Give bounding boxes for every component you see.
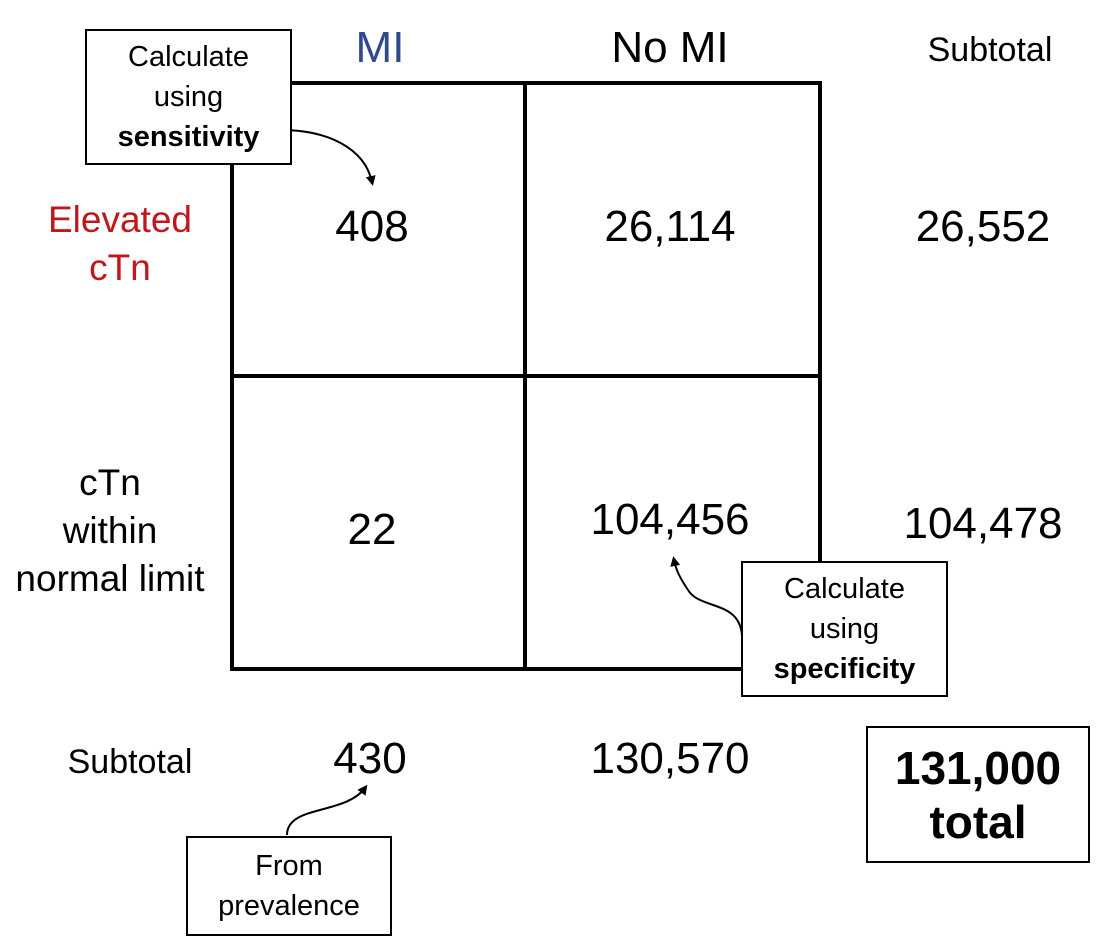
row-label-ctn-normal: cTn within normal limit	[0, 459, 220, 603]
column-header-subtotal: Subtotal	[927, 31, 1053, 69]
row-label-elevated-line2: cTn	[89, 247, 151, 288]
column-header-no-mi: No MI	[611, 23, 729, 72]
cell-elevated-subtotal: 26,552	[915, 202, 1051, 251]
cell-subtotal-no-mi: 130,570	[590, 734, 750, 783]
note-sensitivity-line2: using	[153, 81, 224, 113]
note-specificity-line1: Calculate	[784, 573, 905, 605]
row-label-normal-line3: normal limit	[15, 558, 205, 599]
grand-total-box: 131,000 total	[866, 726, 1090, 863]
column-header-mi: MI	[355, 23, 405, 72]
note-specificity-keyword: specificity	[773, 653, 916, 685]
grand-total-value: 131,000	[894, 741, 1062, 794]
grid-middle-vertical	[523, 81, 527, 671]
note-specificity-line2: using	[809, 613, 880, 645]
cell-normal-mi: 22	[347, 505, 397, 554]
row-label-subtotal: Subtotal	[67, 743, 193, 781]
row-label-normal-line1: cTn	[79, 462, 141, 503]
note-prevalence-line2: prevalence	[218, 890, 360, 922]
cell-normal-subtotal: 104,478	[903, 499, 1063, 548]
specificity-arrow	[670, 556, 743, 637]
cell-subtotal-mi: 430	[333, 734, 407, 783]
grid-right-border	[818, 81, 822, 671]
note-sensitivity-keyword: sensitivity	[117, 121, 260, 153]
cell-elevated-no-mi: 26,114	[604, 202, 736, 251]
note-sensitivity: Calculate using sensitivity	[85, 29, 292, 165]
grid-left-border	[230, 81, 234, 671]
note-prevalence-line1: From	[255, 850, 323, 882]
note-prevalence: From prevalence	[186, 836, 392, 936]
row-label-elevated-line1: Elevated	[48, 199, 192, 240]
prevalence-arrow	[286, 784, 368, 836]
cell-elevated-mi: 408	[335, 202, 409, 251]
note-specificity: Calculate using specificity	[741, 561, 948, 697]
note-sensitivity-line1: Calculate	[128, 41, 249, 73]
grand-total-label: total	[929, 795, 1027, 848]
row-label-normal-line2: within	[62, 510, 158, 551]
row-label-elevated-ctn: Elevated cTn	[20, 196, 220, 292]
cell-normal-no-mi: 104,456	[590, 495, 750, 544]
